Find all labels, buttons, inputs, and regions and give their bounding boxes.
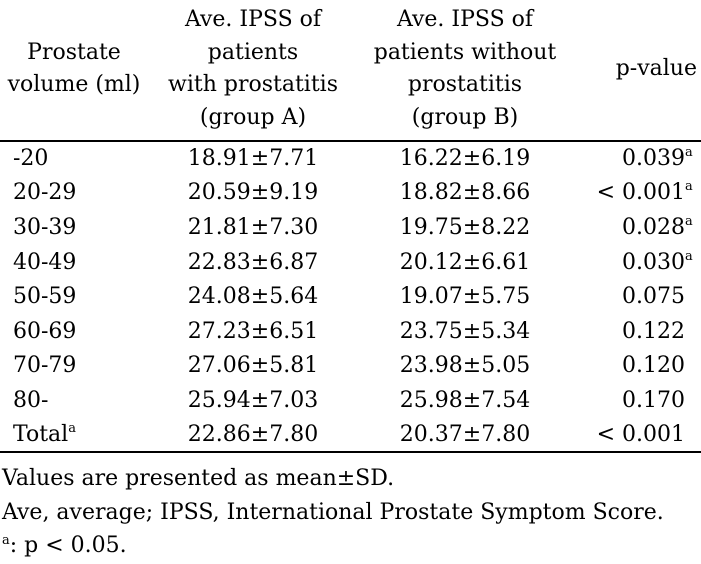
volume-cell: 40-49 — [0, 245, 148, 280]
volume-value: 30-39 — [13, 214, 77, 240]
footnote-significance-text: : p < 0.05. — [9, 533, 127, 559]
table-row: 60-69 27.23±6.51 23.75±5.34 0.122 — [0, 314, 701, 349]
footnote-abbreviations: Ave, average; IPSS, International Prosta… — [2, 499, 664, 525]
table-header: Prostate volume (ml) Ave. IPSS of patien… — [0, 0, 701, 142]
volume-cell: 30-39 — [0, 210, 148, 245]
p-value-cell: 0.122 — [572, 314, 701, 349]
volume-cell: -20 — [0, 141, 148, 176]
p-value: 0.028 — [622, 214, 685, 240]
p-value-cell: 0.120 — [572, 349, 701, 384]
volume-value: -20 — [13, 146, 49, 172]
p-value: 0.075 — [622, 284, 685, 310]
p-value: 0.170 — [622, 387, 685, 413]
group-a-cell: 20.59±9.19 — [187, 180, 319, 206]
p-value-cell: < 0.001a — [596, 179, 693, 206]
p-value: 0.030 — [622, 249, 685, 275]
volume-cell: 60-69 — [0, 314, 148, 349]
group-b-cell: 19.75±8.22 — [399, 214, 531, 240]
volume-value: 80- — [13, 387, 49, 413]
p-value-cell: 0.170 — [572, 383, 701, 418]
table-body: -20 18.91±7.71 16.22±6.19 0.039a 20-29 2… — [0, 141, 701, 454]
p-value: < 0.001 — [596, 180, 685, 206]
group-b-cell: 20.37±7.80 — [358, 417, 572, 454]
footnote-mean-sd: Values are presented as mean±SD. — [2, 466, 395, 492]
volume-value: 50-59 — [13, 284, 77, 310]
p-value-cell: 0.030a — [622, 248, 693, 275]
group-a-cell: 27.06±5.81 — [187, 353, 319, 379]
group-a-cell: 22.86±7.80 — [148, 417, 358, 454]
p-value-cell: 0.039a — [622, 145, 693, 172]
volume-cell: Totala — [0, 417, 148, 454]
ipss-prostatitis-table: Prostate volume (ml) Ave. IPSS of patien… — [0, 0, 701, 454]
p-value-cell: 0.075 — [572, 279, 701, 314]
group-b-cell: 18.82±8.66 — [399, 180, 531, 206]
footnote-significance: a: p < 0.05. — [2, 529, 701, 562]
table-row: 70-79 27.06±5.81 23.98±5.05 0.120 — [0, 349, 701, 384]
group-a-cell: 24.08±5.64 — [187, 284, 319, 310]
volume-value: Total — [13, 422, 69, 448]
group-a-cell: 22.83±6.87 — [187, 249, 319, 275]
header-prostate-volume: Prostate volume (ml) — [0, 0, 148, 142]
volume-cell: 80- — [0, 383, 148, 418]
table-row: 50-59 24.08±5.64 19.07±5.75 0.075 — [0, 279, 701, 314]
group-b-cell: 19.07±5.75 — [399, 284, 531, 310]
volume-value: 70-79 — [13, 353, 77, 379]
group-b-cell: 16.22±6.19 — [399, 146, 531, 172]
volume-value: 40-49 — [13, 249, 77, 275]
p-value: 0.120 — [622, 353, 685, 379]
header-p-value: p-value — [572, 0, 701, 142]
group-b-cell: 25.98±7.54 — [399, 387, 531, 413]
table-row: 20-29 20.59±9.19 18.82±8.66 < 0.001a — [0, 176, 701, 211]
p-value: < 0.001 — [596, 422, 685, 448]
group-a-cell: 18.91±7.71 — [187, 146, 319, 172]
p-value: 0.039 — [622, 146, 685, 172]
p-value-cell: 0.028a — [622, 213, 693, 240]
p-value-cell: < 0.001 — [572, 417, 701, 454]
volume-cell: 50-59 — [0, 279, 148, 314]
table-row: 80- 25.94±7.03 25.98±7.54 0.170 — [0, 383, 701, 418]
header-group-a: Ave. IPSS of patients with prostatitis (… — [148, 0, 358, 142]
header-group-b: Ave. IPSS of patients without prostatiti… — [358, 0, 572, 142]
table-row: 40-49 22.83±6.87 20.12±6.61 0.030a — [0, 245, 701, 280]
p-value: 0.122 — [622, 318, 685, 344]
volume-value: 60-69 — [13, 318, 77, 344]
header-row: Prostate volume (ml) Ave. IPSS of patien… — [0, 0, 701, 142]
group-a-cell: 27.23±6.51 — [187, 318, 319, 344]
table-row: 30-39 21.81±7.30 19.75±8.22 0.028a — [0, 210, 701, 245]
group-b-cell: 20.12±6.61 — [399, 249, 531, 275]
volume-cell: 20-29 — [0, 176, 148, 211]
volume-cell: 70-79 — [0, 349, 148, 384]
table-footnotes: Values are presented as mean±SD. Ave, av… — [0, 453, 701, 562]
volume-superscript: a — [68, 421, 76, 437]
group-a-cell: 21.81±7.30 — [187, 214, 319, 240]
group-b-cell: 23.98±5.05 — [399, 353, 531, 379]
footnote-superscript-a: a — [2, 533, 10, 549]
volume-value: 20-29 — [13, 180, 77, 206]
table-row: -20 18.91±7.71 16.22±6.19 0.039a — [0, 141, 701, 176]
group-a-cell: 25.94±7.03 — [187, 387, 319, 413]
table-row-total: Totala 22.86±7.80 20.37±7.80 < 0.001 — [0, 417, 701, 454]
group-b-cell: 23.75±5.34 — [399, 318, 531, 344]
